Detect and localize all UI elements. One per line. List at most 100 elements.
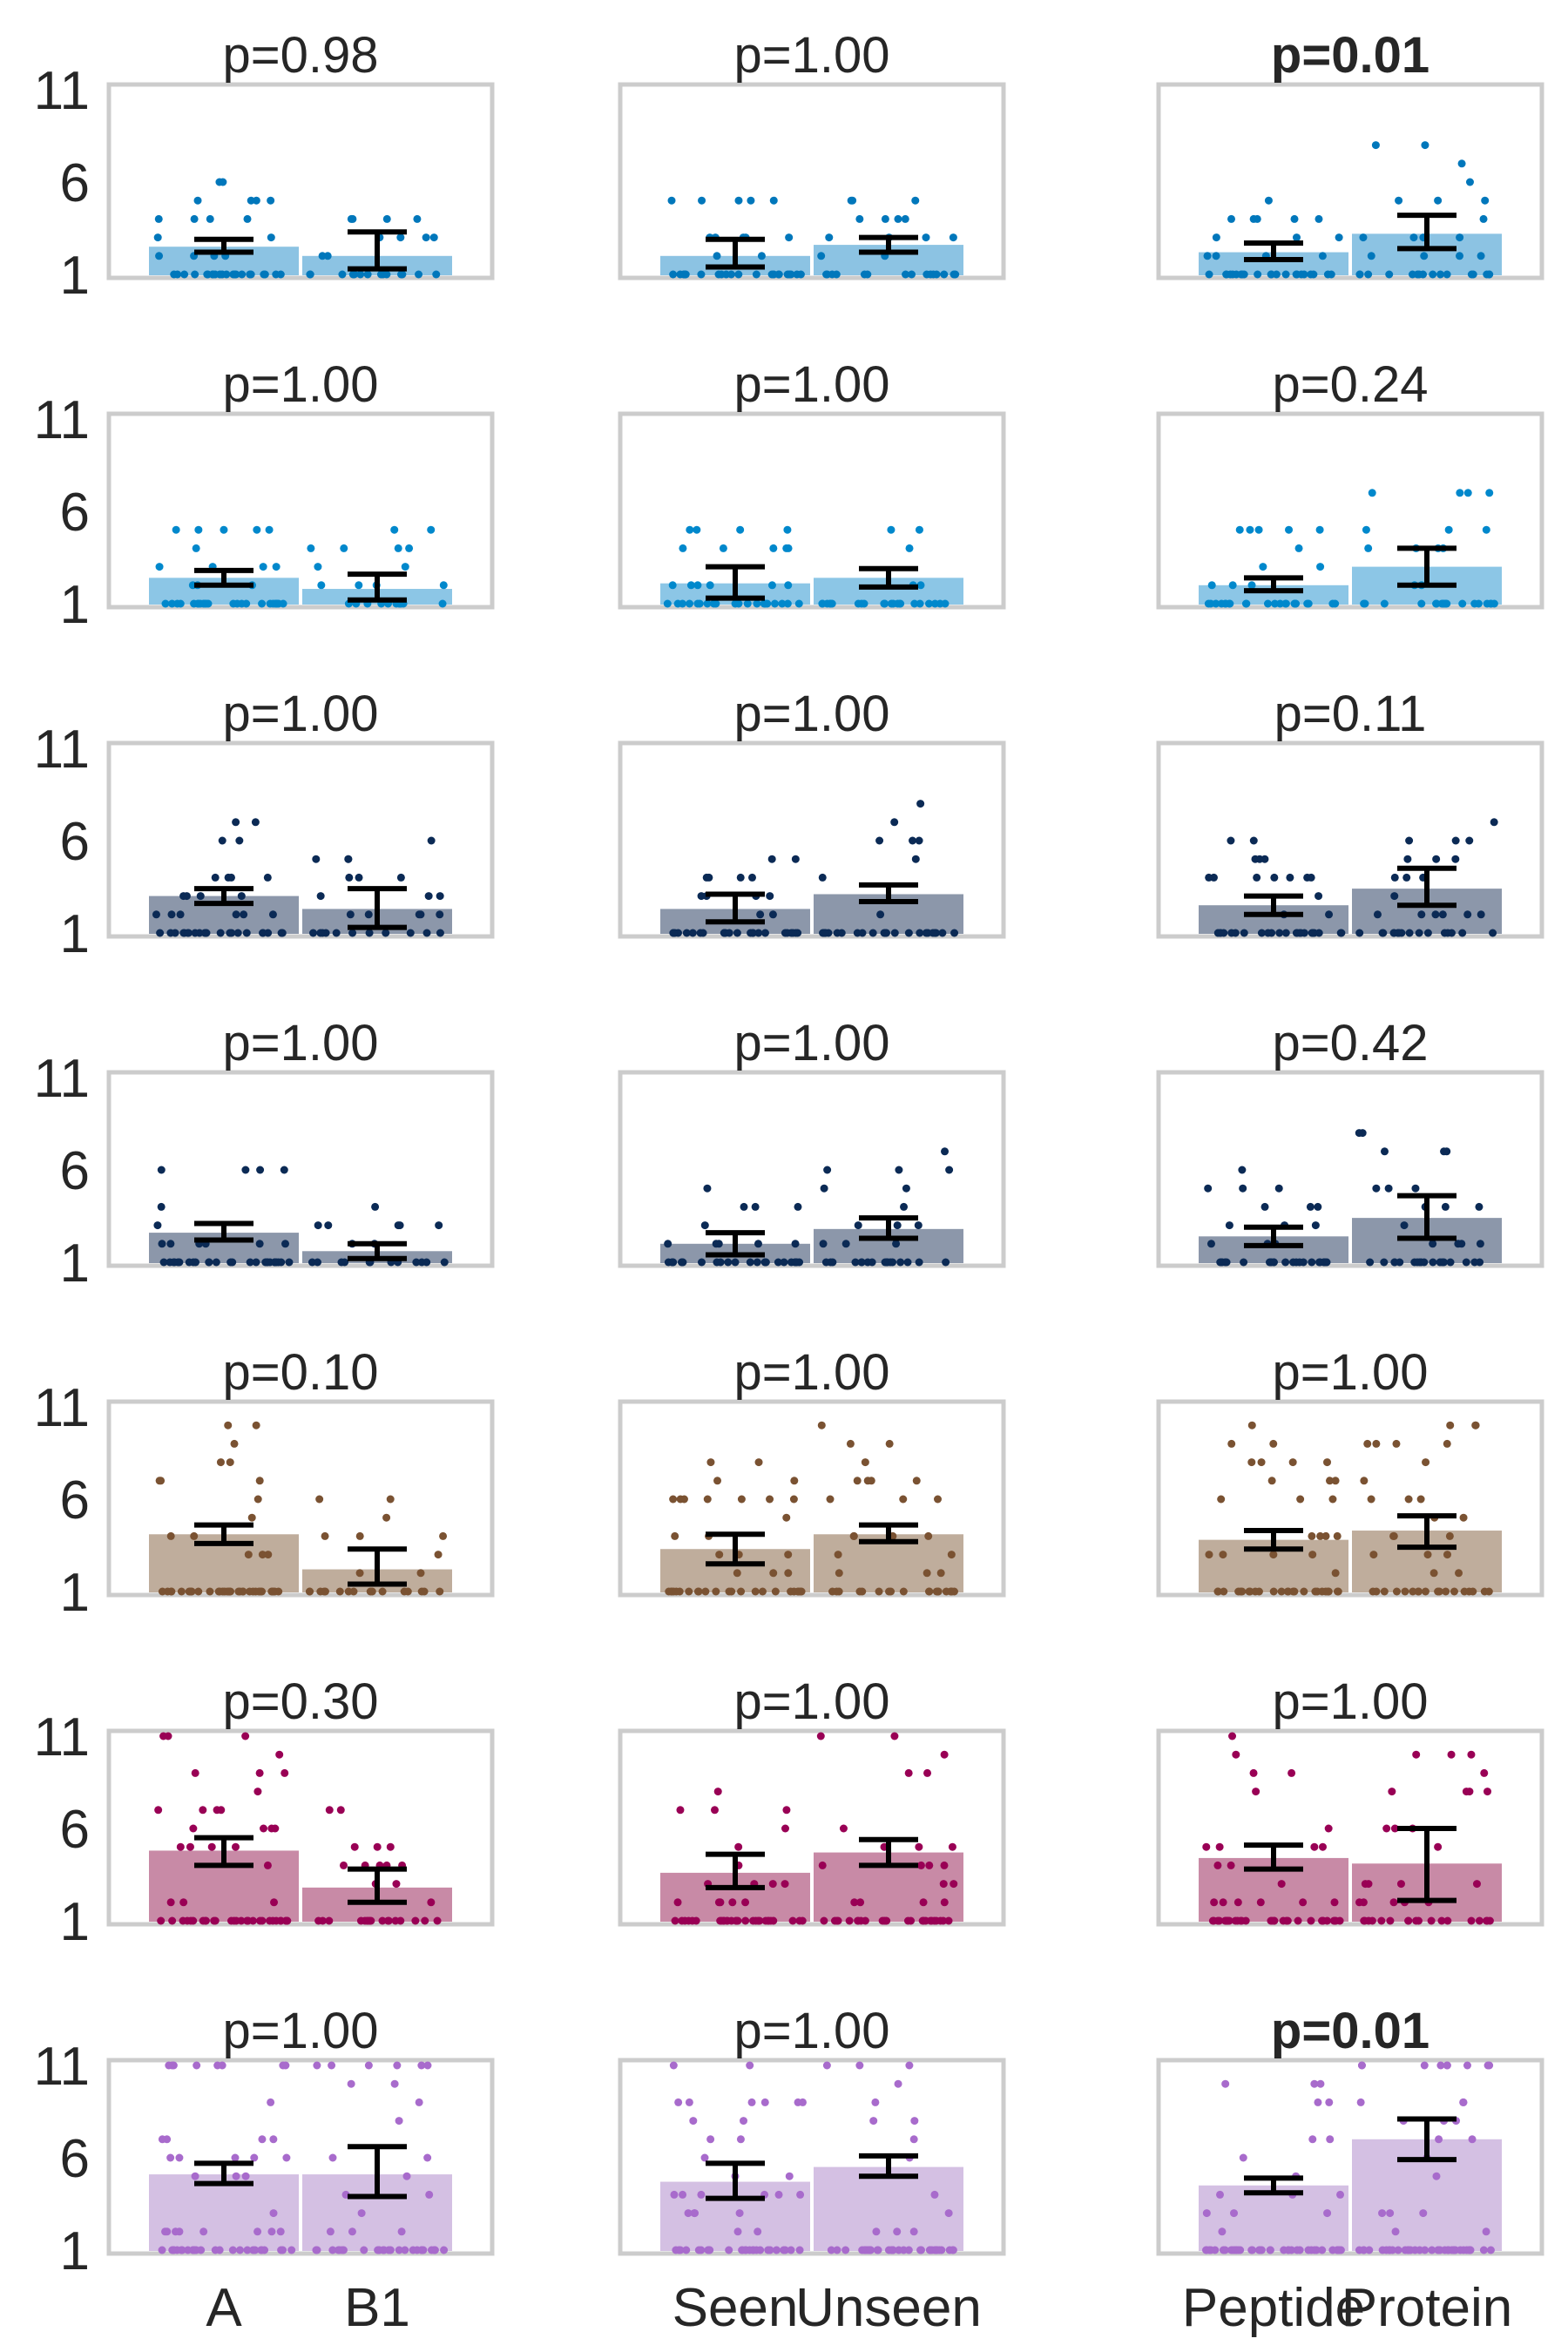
panel-title: p=0.30: [222, 1673, 378, 1730]
data-point: [1460, 1587, 1469, 1596]
data-point: [1372, 1184, 1381, 1193]
data-point: [839, 1824, 848, 1833]
data-point: [206, 1587, 214, 1596]
data-point: [734, 196, 743, 205]
data-point: [880, 1916, 889, 1925]
data-point: [1308, 1551, 1317, 1559]
data-point: [939, 1880, 948, 1889]
data-point: [911, 196, 920, 205]
data-point: [834, 1551, 842, 1559]
data-point: [947, 1551, 956, 1559]
data-point: [682, 2246, 691, 2254]
data-point: [945, 1166, 954, 1174]
data-point: [740, 1202, 748, 1211]
panel-r1-c3: p=0.01: [1156, 27, 1544, 280]
data-point: [1390, 1824, 1399, 1833]
data-point: [866, 2246, 875, 2254]
data-point: [910, 2117, 919, 2126]
data-point: [401, 2246, 409, 2254]
data-point: [1435, 2135, 1443, 2144]
data-point: [1378, 2209, 1387, 2218]
data-point: [816, 1732, 825, 1740]
data-point: [395, 2246, 403, 2254]
data-point: [818, 1861, 827, 1869]
data-point: [818, 873, 827, 882]
data-point: [1395, 196, 1403, 205]
data-point: [787, 270, 795, 279]
data-point: [243, 214, 252, 223]
data-point: [1429, 1569, 1438, 1578]
data-point: [736, 873, 745, 882]
data-point: [1356, 2098, 1365, 2106]
data-point: [752, 270, 760, 279]
data-point: [917, 2246, 926, 2254]
data-point: [427, 525, 436, 534]
data-point: [422, 1258, 431, 1267]
data-point: [165, 2061, 173, 2070]
data-point: [853, 1477, 862, 1485]
data-point: [1443, 2061, 1451, 2070]
data-point: [882, 929, 890, 937]
data-point: [1205, 873, 1213, 882]
data-point: [315, 1495, 324, 1504]
data-point: [379, 2246, 388, 2254]
data-point: [1415, 929, 1423, 937]
data-point: [190, 1531, 199, 1540]
data-point: [1299, 1898, 1308, 1907]
data-point: [1252, 1788, 1260, 1796]
data-point: [1366, 1258, 1375, 1267]
data-point: [199, 2227, 208, 2236]
data-point: [255, 1240, 264, 1248]
data-point: [423, 2061, 432, 2070]
data-point: [228, 2246, 237, 2254]
data-point: [1225, 1916, 1233, 1925]
data-point: [909, 2227, 918, 2236]
data-point: [1323, 270, 1332, 279]
data-point: [256, 1166, 265, 1174]
y-tick-label: 6: [60, 1470, 90, 1531]
data-point: [841, 1240, 850, 1248]
data-point: [1445, 1531, 1454, 1540]
x-tick-label: Seen: [672, 2278, 799, 2338]
data-point: [1310, 2246, 1319, 2254]
data-point: [924, 1531, 933, 1540]
data-point: [360, 2246, 368, 2254]
data-point: [902, 270, 910, 279]
data-point: [235, 2246, 244, 2254]
data-point: [1205, 270, 1213, 279]
data-point: [874, 2246, 882, 2254]
panel-r5-c2: p=1.00: [618, 1344, 1006, 1598]
data-point: [698, 196, 706, 205]
data-point: [216, 929, 225, 937]
data-point: [1232, 1750, 1240, 1759]
data-point: [346, 910, 355, 919]
data-point: [314, 1258, 322, 1267]
data-point: [697, 892, 706, 901]
panel-frame: [1156, 1399, 1544, 1598]
data-point: [416, 910, 425, 919]
data-point: [1450, 1587, 1458, 1596]
data-point: [1429, 1240, 1437, 1248]
data-point: [902, 1184, 910, 1193]
panel-title: p=1.00: [733, 2003, 889, 2059]
data-point: [1235, 525, 1244, 534]
data-point: [258, 2135, 267, 2144]
data-point: [672, 2246, 680, 2254]
data-point: [724, 1258, 733, 1267]
data-point: [1267, 270, 1275, 279]
data-point: [438, 599, 447, 608]
data-point: [784, 1551, 793, 1559]
y-tick-label: 11: [34, 720, 90, 780]
data-point: [678, 599, 686, 608]
data-point: [939, 1916, 948, 1925]
panel-title: p=0.10: [222, 1344, 378, 1401]
data-point: [263, 873, 272, 882]
data-point: [386, 1842, 395, 1851]
data-point: [192, 544, 200, 552]
data-point: [255, 1768, 264, 1777]
data-point: [1465, 836, 1474, 845]
data-point: [1260, 1202, 1269, 1211]
data-point: [237, 1916, 246, 1925]
y-tick-label: 11: [34, 1378, 90, 1438]
